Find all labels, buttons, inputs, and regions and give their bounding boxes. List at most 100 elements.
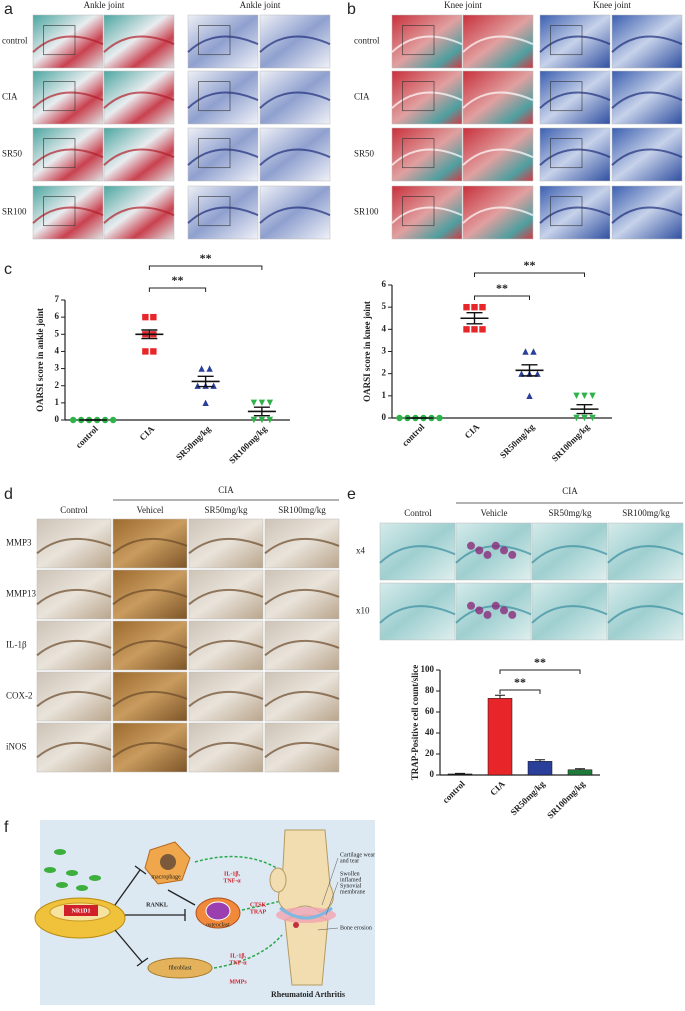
y-tick-label: 40 — [425, 727, 435, 737]
tissue — [379, 605, 456, 624]
error-bar — [141, 329, 158, 340]
stain — [475, 606, 484, 615]
stain — [508, 550, 517, 559]
tissue — [611, 206, 683, 224]
y-tick-label: 5 — [55, 328, 60, 338]
y-tick-label: 60 — [425, 706, 435, 716]
column-header: SR100mg/kg — [622, 508, 670, 518]
data-point — [258, 399, 266, 407]
error-bar — [521, 364, 538, 377]
significance-label: ** — [514, 675, 526, 689]
tissue — [611, 148, 683, 166]
diagram-label: fibroblast — [169, 964, 192, 971]
y-tick-label: 0 — [430, 769, 435, 779]
diagram-title: Rheumatoid Arthritis — [271, 990, 345, 999]
significance-label: ** — [200, 251, 212, 265]
panel-label: d — [4, 486, 13, 503]
tissue — [455, 545, 532, 564]
micrograph — [611, 185, 683, 240]
tissue — [36, 537, 112, 555]
tissue — [611, 35, 683, 53]
row-label: SR100 — [2, 207, 27, 217]
zoom-box — [550, 25, 583, 56]
data-point — [463, 326, 470, 333]
pointer-lines — [317, 857, 339, 931]
bar — [447, 773, 473, 776]
tissue — [455, 605, 532, 624]
micrograph — [539, 127, 611, 182]
diagram-label: MMPs — [229, 979, 247, 985]
zoom-box — [402, 25, 435, 56]
diagram-label: and tear — [340, 858, 359, 864]
y-axis-label: OARSI score in knee joint — [362, 301, 372, 402]
osteoclast-nucleus — [205, 901, 231, 921]
row-label: iNOS — [6, 742, 27, 752]
data-point — [463, 303, 470, 311]
micrograph — [462, 185, 534, 240]
micrograph — [32, 70, 104, 125]
stain — [508, 610, 517, 619]
tissue — [391, 148, 463, 166]
row-label: control — [2, 36, 28, 46]
micrograph — [103, 14, 175, 69]
zoom-box — [402, 138, 435, 169]
stain — [483, 550, 492, 559]
zoom-box — [43, 138, 76, 169]
zoom-box — [43, 81, 76, 112]
micrograph — [391, 14, 463, 69]
group-label: CIA — [562, 486, 578, 496]
column-header: Ankle joint — [240, 0, 281, 10]
y-tick-label: 1 — [55, 397, 60, 407]
x-tick-label: control — [400, 421, 427, 448]
row-label: SR50 — [354, 149, 375, 159]
tissue — [103, 35, 175, 53]
data-point — [142, 348, 149, 355]
bar — [527, 761, 553, 776]
micrograph — [103, 70, 175, 125]
panel-label: a — [4, 1, 13, 18]
panel-label: c — [4, 261, 12, 278]
significance-bracket — [474, 295, 530, 300]
y-tick-label: 6 — [55, 311, 60, 321]
row-label: control — [354, 36, 380, 46]
ligands — [44, 849, 101, 891]
stain — [475, 546, 484, 555]
x-tick-label: SR50mg/kg — [508, 778, 547, 817]
macrophage-nucleus — [160, 854, 176, 870]
micrograph — [187, 14, 259, 69]
data-point — [198, 365, 205, 372]
micrograph — [36, 620, 112, 671]
error-bar — [576, 404, 593, 415]
zoom-box — [550, 138, 583, 169]
micrograph — [112, 569, 188, 620]
micrograph — [188, 518, 264, 569]
data-point — [150, 313, 157, 321]
micrograph — [611, 70, 683, 125]
tissue — [462, 35, 534, 53]
data-point — [581, 392, 588, 400]
data-point — [210, 382, 217, 389]
diagram-label: IL-1β, — [224, 871, 240, 877]
significance-bracket — [148, 287, 207, 292]
y-tick-label: 1 — [382, 390, 387, 400]
diagram-label: CTSK — [250, 902, 267, 908]
micrograph — [455, 522, 532, 581]
data-point — [142, 313, 149, 321]
micrograph — [112, 722, 188, 773]
row-label: MMP13 — [6, 589, 37, 599]
column-header: Knee joint — [593, 0, 631, 10]
micrograph — [531, 522, 608, 581]
tissue — [607, 605, 684, 624]
micrograph — [259, 70, 331, 125]
micrograph — [259, 185, 331, 240]
micrograph — [391, 127, 463, 182]
diagram-label: TNF-α — [223, 878, 241, 884]
y-tick-label: 3 — [55, 363, 60, 373]
data-point — [589, 392, 596, 400]
tissue — [259, 35, 331, 53]
micrograph — [379, 582, 456, 641]
group-label: CIA — [218, 485, 234, 495]
data-point — [436, 414, 443, 422]
significance-bracket — [474, 272, 585, 277]
